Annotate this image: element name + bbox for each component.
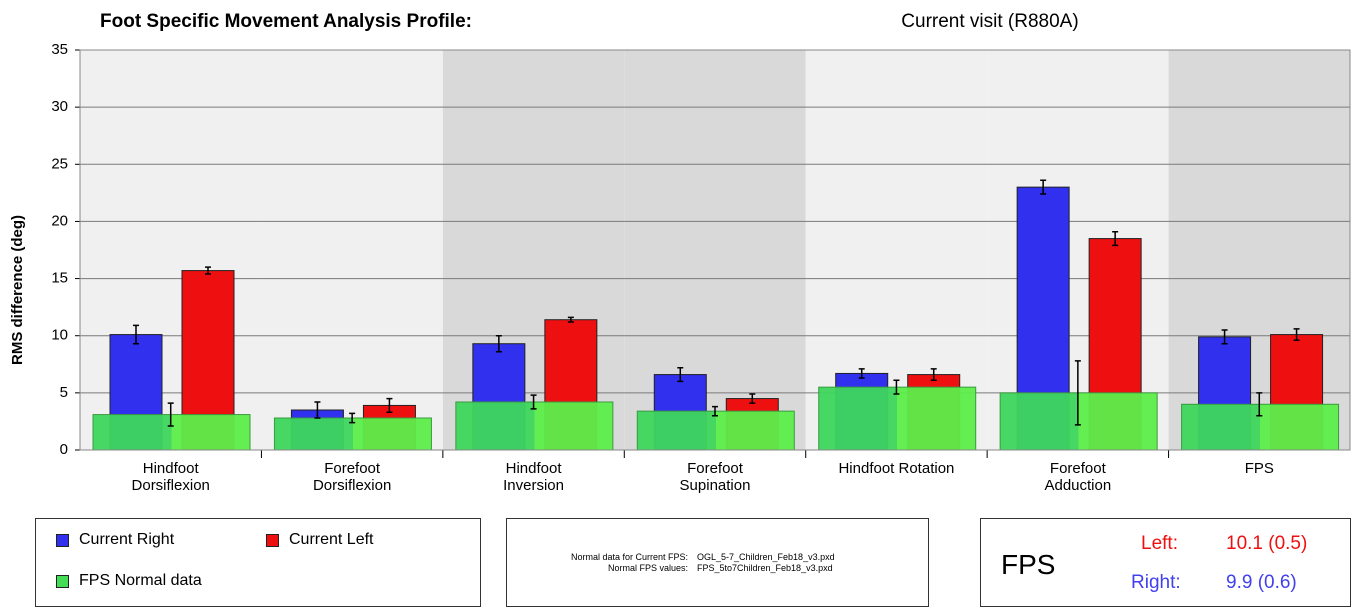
error-bar — [677, 366, 684, 383]
info-key: Normal FPS values: — [607, 563, 688, 573]
y-tick-label: 0 — [60, 441, 68, 458]
legend-label: FPS Normal data — [79, 572, 202, 589]
x-tick-label: FPS — [1244, 460, 1274, 477]
normal-bar — [455, 401, 614, 451]
error-bar — [205, 266, 211, 275]
error-bar — [749, 393, 756, 404]
error-bar — [314, 401, 321, 419]
error-bar — [530, 394, 537, 410]
legend-item: Current Left — [266, 531, 373, 549]
legend: Current Right Current Left FPS Normal data — [35, 518, 481, 607]
legend-label: Current Left — [289, 531, 374, 548]
error-bar — [1256, 392, 1263, 417]
chart-title: Foot Specific Movement Analysis Profile: — [100, 11, 472, 32]
fps-left-label: Left: — [1141, 533, 1178, 554]
error-bar — [893, 379, 900, 395]
y-tick-label: 35 — [51, 41, 68, 58]
normal-bar — [999, 392, 1158, 451]
info-key: Normal data for Current FPS: — [570, 552, 688, 562]
band — [624, 50, 806, 450]
error-bar — [1040, 179, 1047, 195]
error-bar — [386, 397, 393, 414]
error-bar — [858, 368, 865, 379]
error-bar — [712, 405, 718, 417]
info-value: OGL_5-7_Children_Feb18_v3.pxd — [697, 552, 835, 562]
fps-box: FPS Left: 10.1 (0.5) Right: 9.9 (0.6) — [980, 518, 1351, 607]
error-bar — [1074, 360, 1081, 426]
y-tick-label: 5 — [60, 384, 68, 401]
fps-right-value: 9.9 (0.6) — [1226, 572, 1297, 593]
legend-label: Current Right — [79, 531, 175, 548]
info-value: FPS_5to7Children_Feb18_v3.pxd — [697, 563, 833, 573]
normal-bar — [1181, 403, 1340, 451]
normal-info-box: Normal data for Current FPS: OGL_5-7_Chil… — [506, 518, 929, 607]
legend-item: FPS Normal data — [56, 572, 202, 590]
error-bar — [1293, 328, 1300, 342]
legend-swatch — [56, 574, 69, 588]
x-tick-label: Forefoot Dorsiflexion — [312, 460, 392, 494]
legend-item: Current Right — [56, 531, 174, 549]
error-bar — [133, 324, 139, 345]
y-tick-label: 30 — [51, 98, 68, 115]
error-bar — [495, 334, 502, 353]
x-tick-label: Hindfoot Dorsiflexion — [131, 460, 210, 494]
legend-swatch — [56, 533, 69, 547]
error-bar — [930, 368, 937, 382]
fps-left-value: 10.1 (0.5) — [1226, 533, 1308, 554]
chart-subtitle: Current visit (R880A) — [901, 11, 1078, 32]
y-tick-label: 25 — [51, 155, 68, 172]
error-bar — [167, 402, 174, 427]
x-tick-label: Hindfoot Rotation — [838, 460, 955, 477]
normal-bar — [92, 414, 251, 451]
normal-bar — [636, 410, 795, 451]
x-tick-label: Forefoot Supination — [679, 460, 751, 494]
y-tick-label: 20 — [51, 212, 68, 229]
x-tick-label: Hindfoot Inversion — [503, 460, 564, 494]
error-bar — [1221, 329, 1228, 345]
plot-border — [79, 49, 1351, 451]
error-bar — [567, 316, 574, 323]
normal-bar — [273, 417, 432, 451]
fps-title: FPS — [1001, 549, 1056, 580]
y-tick-label: 10 — [51, 327, 68, 344]
fps-right-label: Right: — [1131, 572, 1181, 593]
y-axis-label: RMS difference (deg) — [9, 215, 26, 365]
legend-swatch — [266, 533, 279, 547]
band — [261, 50, 443, 450]
normal-bar — [818, 386, 977, 451]
error-bar — [349, 412, 356, 424]
x-tick-label: Forefoot Adduction — [1044, 460, 1112, 494]
error-bar — [1112, 230, 1119, 247]
y-tick-label: 15 — [51, 270, 68, 287]
